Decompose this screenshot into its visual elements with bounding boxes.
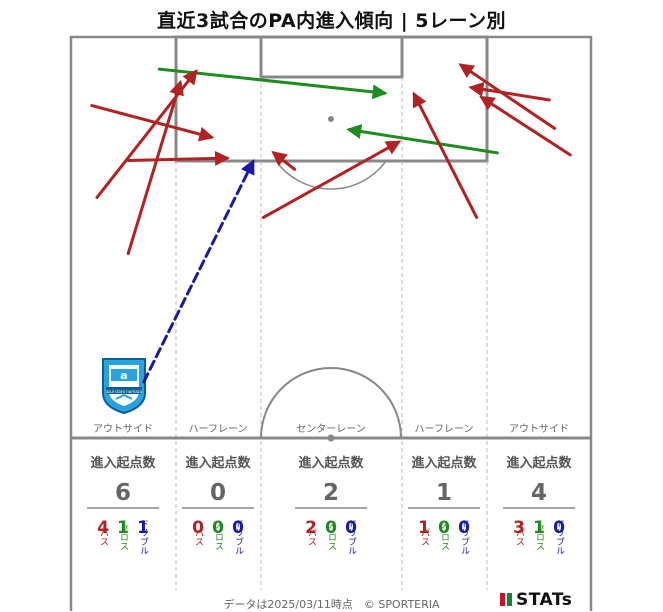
- pass-arrow-12: [468, 82, 551, 102]
- svg-text:a: a: [120, 369, 127, 382]
- pass-arrow-11: [458, 63, 557, 130]
- lane-1-pass-count: 4: [97, 518, 109, 538]
- lane-1-dribble-count: 1: [137, 518, 149, 538]
- lane-5-pass-label: パス: [514, 528, 525, 546]
- lane-header-1: 進入起点数: [90, 455, 156, 471]
- lane-5-cross-label: クロス: [534, 523, 544, 550]
- lane-total-1: 6: [115, 480, 131, 506]
- pass-arrow-4: [126, 79, 184, 256]
- penalty-spot: [328, 116, 334, 122]
- lane-4-cross-count: 0: [438, 518, 450, 538]
- pass-arrow-2: [95, 69, 198, 199]
- lane-1-dribble-label: ドリブル: [138, 519, 149, 555]
- footer-note: データは2025/03/11時点 © SPORTERIA: [223, 598, 440, 611]
- lane-header-2: 進入起点数: [185, 455, 251, 471]
- lane-4-dribble-count: 0: [458, 518, 470, 538]
- brand-logo: STATs: [500, 590, 572, 610]
- lane-1-cross-count: 1: [117, 518, 129, 538]
- lane-4-dribble-label: ドリブル: [459, 519, 470, 555]
- lane-5-cross-count: 1: [533, 518, 545, 538]
- pass-arrow-7: [271, 151, 297, 171]
- lane-2-cross-label: クロス: [213, 523, 223, 550]
- center-circle: [260, 367, 402, 439]
- lane-name-5: アウトサイド: [509, 423, 569, 435]
- lane-1-pass-label: パス: [98, 528, 109, 546]
- cross-arrow-9: [346, 124, 499, 155]
- lane-header-4: 進入起点数: [411, 455, 477, 471]
- lane-2-dribble-label: ドリブル: [233, 519, 244, 555]
- team-emblem: a azul claro numazu: [102, 358, 146, 415]
- brand-mark-red: [500, 593, 505, 606]
- chart-title: 直近3試合のPA内進入傾向 | 5レーン別: [156, 10, 507, 32]
- lane-total-4: 1: [436, 480, 452, 506]
- lane-header-3: 進入起点数: [298, 455, 364, 471]
- lane-total-5: 4: [531, 480, 547, 506]
- team-emblem-text: azul claro numazu: [106, 389, 143, 394]
- lane-3-pass-label: パス: [306, 528, 317, 546]
- brand-text: STATs: [516, 590, 573, 610]
- pass-arrow-3: [90, 104, 215, 142]
- goal-area: [259, 35, 404, 79]
- pass-arrow-10: [412, 91, 479, 219]
- lane-5-dribble-label: ドリブル: [554, 519, 565, 555]
- center-spot: [327, 434, 335, 442]
- pass-arrow-8: [261, 140, 402, 219]
- pass-arrow-13: [479, 95, 572, 157]
- lane-4-cross-label: クロス: [439, 523, 449, 550]
- dribble-arrow-6: [142, 159, 255, 384]
- lane-3-pass-count: 2: [305, 518, 317, 538]
- lane-2-cross-count: 0: [212, 518, 224, 538]
- penalty-arc: [275, 160, 387, 190]
- lane-5-pass-count: 3: [513, 518, 525, 538]
- lane-name-3: センターレーン: [296, 423, 366, 435]
- lane-5-dribble-count: 0: [553, 518, 565, 538]
- lane-2-dribble-count: 0: [232, 518, 244, 538]
- lane-3-cross-count: 0: [325, 518, 337, 538]
- pass-arrow-5: [126, 150, 230, 166]
- lane-name-2: ハーフレーン: [189, 424, 248, 435]
- lane-3-dribble-label: ドリブル: [346, 519, 357, 555]
- lane-2-pass-count: 0: [192, 518, 204, 538]
- lane-total-2: 0: [210, 480, 226, 506]
- brand-mark-green: [507, 593, 512, 606]
- penalty-area: [174, 35, 489, 163]
- lane-name-4: ハーフレーン: [415, 424, 474, 435]
- lane-name-1: アウトサイド: [93, 423, 153, 435]
- lane-4-pass-label: パス: [419, 528, 430, 546]
- lane-total-3: 2: [323, 480, 339, 506]
- lane-header-5: 進入起点数: [506, 455, 572, 471]
- lane-3-cross-label: クロス: [326, 523, 336, 550]
- lane-1-cross-label: クロス: [118, 523, 128, 550]
- lane-2-pass-label: パス: [193, 528, 204, 546]
- lane-4-pass-count: 1: [418, 518, 430, 538]
- lane-3-dribble-count: 0: [345, 518, 357, 538]
